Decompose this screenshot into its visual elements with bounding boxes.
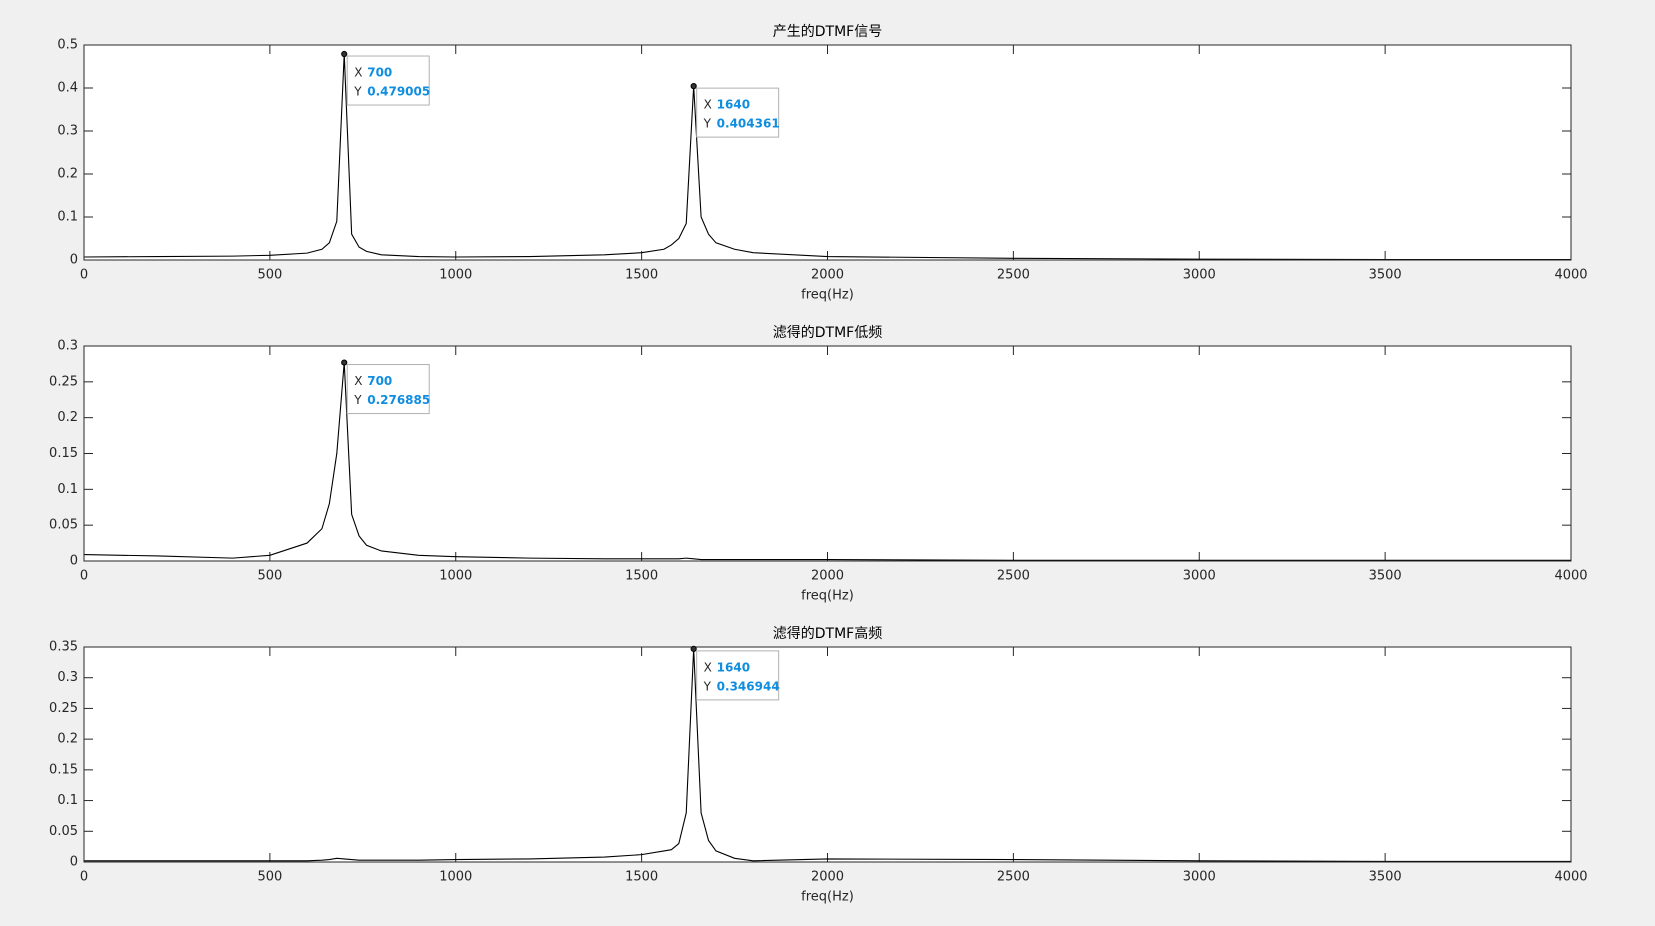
- y-tick-label: 0.25: [49, 374, 78, 389]
- datatip-y-value: 0.479005: [367, 85, 430, 99]
- spectrum-line: [84, 648, 1571, 862]
- axes-box: [83, 345, 1572, 562]
- x-tick-label: 3500: [1369, 569, 1402, 584]
- x-tick-label: 1500: [625, 870, 658, 885]
- x-tick-label: 2500: [997, 268, 1030, 283]
- datatip-box: [346, 55, 430, 106]
- datatip-x-key: X: [354, 374, 362, 388]
- x-tick-label: 4000: [1554, 268, 1587, 283]
- x-tick-label: 1000: [439, 870, 472, 885]
- datatip-y-key: Y: [353, 85, 362, 99]
- y-tick-label: 0: [70, 855, 78, 870]
- x-tick-label: 0: [80, 268, 88, 283]
- x-tick-label: 1500: [625, 268, 658, 283]
- datatip-marker: [341, 50, 348, 58]
- y-tick-label: 0.1: [57, 482, 78, 497]
- datatip-x-key: X: [354, 66, 362, 80]
- y-tick-label: 0: [70, 253, 78, 268]
- x-axis-label: freq(Hz): [801, 288, 854, 303]
- y-tick-label: 0.25: [49, 701, 78, 716]
- x-tick-label: 3500: [1369, 870, 1402, 885]
- y-tick-label: 0.2: [57, 167, 78, 182]
- datatip-box: [696, 87, 780, 138]
- x-tick-label: 500: [257, 870, 282, 885]
- y-tick-label: 0.15: [49, 446, 78, 461]
- datatip-x-value: 1640: [717, 98, 750, 112]
- datatip-y-value: 0.276885: [367, 393, 430, 407]
- datatip-marker: [690, 83, 697, 90]
- y-tick-label: 0.3: [57, 339, 78, 354]
- y-tick-label: 0.05: [49, 518, 78, 533]
- spectrum-line: [83, 362, 1571, 561]
- datatip-x-key: X: [704, 98, 712, 112]
- y-tick-label: 0.3: [57, 124, 78, 139]
- y-tick-label: 0.4: [57, 81, 78, 96]
- x-tick-label: 3000: [1183, 870, 1216, 885]
- datatip-y-value: 0.404361: [717, 117, 780, 131]
- datatip-y-key: Y: [703, 679, 712, 693]
- chart-title: 滤得的DTMF高频: [773, 625, 882, 642]
- datatip-marker: [341, 359, 348, 366]
- datatip-y-key: Y: [703, 117, 712, 131]
- x-tick-label: 1500: [625, 569, 658, 584]
- datatip-x-value: 700: [367, 66, 392, 80]
- datatip-x-value: 700: [367, 374, 392, 388]
- x-tick-label: 2000: [811, 870, 844, 885]
- axes-background: [84, 647, 1571, 862]
- x-tick-label: 2000: [811, 569, 844, 584]
- y-tick-label: 0.5: [57, 38, 78, 53]
- datatip-box: [346, 364, 430, 415]
- datatip-box: [696, 650, 780, 701]
- y-tick-label: 0.15: [49, 762, 78, 777]
- x-tick-label: 2500: [997, 569, 1030, 584]
- axes-background: [84, 346, 1571, 561]
- y-tick-label: 0.35: [49, 640, 78, 655]
- x-tick-label: 500: [257, 268, 282, 283]
- axes-background: [84, 45, 1571, 260]
- datatip-y-value: 0.346944: [717, 679, 780, 693]
- y-tick-label: 0.05: [49, 824, 78, 839]
- x-tick-label: 1000: [439, 569, 472, 584]
- spectrum-line: [83, 54, 1571, 261]
- x-tick-label: 3000: [1183, 268, 1216, 283]
- y-tick-label: 0.1: [57, 793, 78, 808]
- x-tick-label: 1000: [439, 268, 472, 283]
- y-tick-label: 0.2: [57, 410, 78, 425]
- x-tick-label: 4000: [1554, 569, 1587, 584]
- x-axis-label: freq(Hz): [801, 890, 854, 905]
- x-tick-label: 2500: [997, 870, 1030, 885]
- chart-title: 滤得的DTMF低频: [773, 324, 882, 341]
- x-tick-label: 0: [80, 870, 88, 885]
- datatip-y-key: Y: [353, 393, 362, 407]
- x-tick-label: 500: [257, 569, 282, 584]
- x-axis-label: freq(Hz): [801, 589, 854, 604]
- datatip-x-key: X: [704, 660, 712, 674]
- axes-box: [83, 44, 1572, 261]
- y-tick-label: 0.1: [57, 210, 78, 225]
- x-tick-label: 0: [80, 569, 88, 584]
- y-tick-label: 0.3: [57, 670, 78, 685]
- x-tick-label: 3000: [1183, 569, 1216, 584]
- x-tick-label: 3500: [1369, 268, 1402, 283]
- y-tick-label: 0: [70, 554, 78, 569]
- x-tick-label: 4000: [1554, 870, 1587, 885]
- chart-title: 产生的DTMF信号: [773, 24, 882, 40]
- axes-box: [83, 646, 1572, 863]
- y-tick-label: 0.2: [57, 732, 78, 747]
- datatip-marker: [690, 645, 697, 652]
- datatip-x-value: 1640: [717, 660, 750, 674]
- x-tick-label: 2000: [811, 268, 844, 283]
